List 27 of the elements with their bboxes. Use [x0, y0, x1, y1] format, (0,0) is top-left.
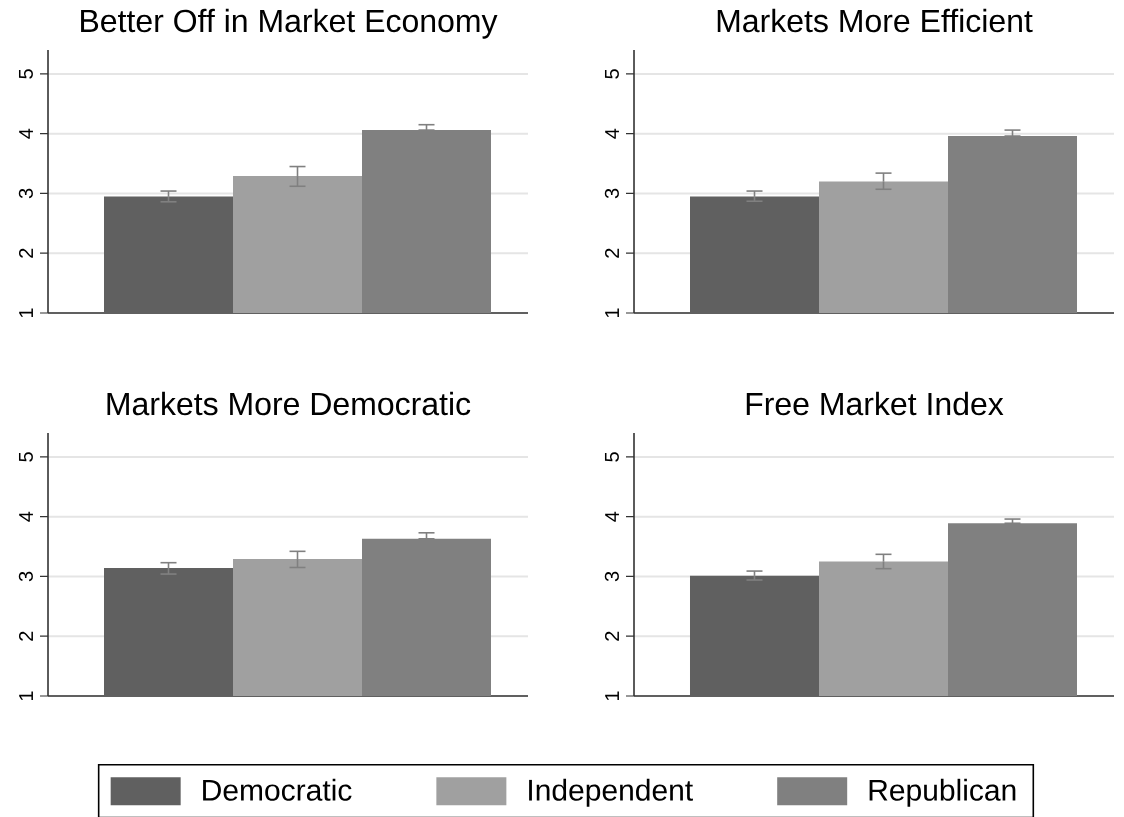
legend-label: Independent	[529, 778, 693, 807]
y-tick-label: 5	[604, 452, 619, 462]
y-tick-label: 2	[18, 248, 33, 258]
y-tick-label: 5	[604, 69, 619, 79]
y-tick-label: 5	[18, 69, 33, 79]
y-tick-label: 3	[18, 571, 33, 582]
chart-title: Better Off in Market Economy	[81, 8, 498, 39]
y-tick-label: 1	[605, 691, 619, 701]
y-tick-label: 2	[604, 248, 619, 258]
chart-title: Markets More Democratic	[107, 391, 471, 416]
legend-label: Republican	[869, 778, 1016, 807]
y-tick-label: 2	[18, 631, 33, 641]
chart-title: Markets More Efficient	[717, 8, 1033, 33]
y-tick-label: 4	[19, 128, 33, 139]
y-tick-label: 4	[605, 128, 619, 139]
y-tick-label: 1	[19, 691, 33, 701]
y-tick-label: 4	[605, 511, 619, 522]
y-tick-label: 5	[18, 452, 33, 462]
y-tick-label: 3	[18, 188, 33, 199]
chart-title: Free Market Index	[746, 391, 1004, 416]
y-tick-label: 2	[604, 631, 619, 641]
y-tick-label: 4	[19, 511, 33, 522]
y-tick-label: 1	[19, 308, 33, 318]
legend-label: Democratic	[203, 778, 352, 801]
y-tick-label: 3	[604, 571, 619, 582]
y-tick-label: 3	[604, 188, 619, 199]
y-tick-label: 1	[605, 308, 619, 318]
